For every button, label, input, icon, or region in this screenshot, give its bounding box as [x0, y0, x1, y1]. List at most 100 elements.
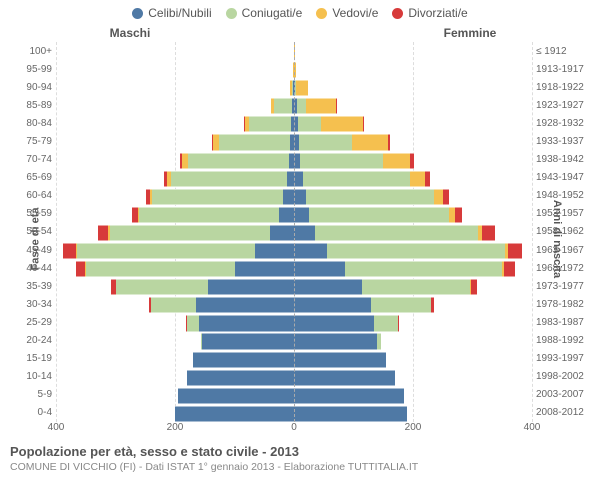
- bar-female: [294, 388, 532, 402]
- bar-male: [56, 116, 294, 130]
- seg: [455, 207, 462, 223]
- year-label: 1998-2002: [536, 371, 590, 382]
- x-axis: 4002000200400: [56, 422, 532, 436]
- seg: [86, 261, 235, 277]
- bar-female: [294, 189, 532, 203]
- bar-female: [294, 225, 532, 239]
- seg: [345, 261, 503, 277]
- seg: [294, 225, 315, 241]
- x-tick: 400: [524, 422, 541, 433]
- age-label: 100+: [12, 46, 52, 57]
- age-label: 80-84: [12, 118, 52, 129]
- legend: Celibi/Nubili Coniugati/e Vedovi/e Divor…: [0, 0, 600, 20]
- age-label: 90-94: [12, 82, 52, 93]
- gender-headers: Maschi Femmine: [0, 26, 600, 40]
- seg: [315, 225, 479, 241]
- year-label: 2003-2007: [536, 389, 590, 400]
- bar-female: [294, 333, 532, 347]
- year-label: 1913-1917: [536, 64, 590, 75]
- legend-item-coniugati: Coniugati/e: [226, 6, 303, 20]
- seg: [296, 80, 308, 96]
- bar-male: [56, 279, 294, 293]
- seg: [327, 243, 506, 259]
- seg: [270, 225, 294, 241]
- chart-footer: Popolazione per età, sesso e stato civil…: [10, 444, 590, 473]
- seg: [377, 333, 381, 349]
- year-label: 1958-1962: [536, 226, 590, 237]
- bar-female: [294, 62, 532, 76]
- seg: [219, 134, 290, 150]
- seg: [383, 153, 410, 169]
- seg: [151, 297, 196, 313]
- seg: [363, 116, 364, 132]
- seg: [294, 388, 404, 404]
- legend-item-divorziati: Divorziati/e: [392, 6, 467, 20]
- year-label: 1968-1972: [536, 263, 590, 274]
- age-label: 95-99: [12, 64, 52, 75]
- header-female: Femmine: [300, 26, 600, 40]
- pyramid-chart: Fasce di età Anni di nascita 100+≤ 19129…: [8, 42, 592, 436]
- seg: [235, 261, 295, 277]
- bar-female: [294, 406, 532, 420]
- seg: [255, 243, 294, 259]
- year-label: 2008-2012: [536, 407, 590, 418]
- seg: [63, 243, 76, 259]
- bar-male: [56, 370, 294, 384]
- seg: [171, 171, 287, 187]
- seg: [294, 261, 345, 277]
- seg: [306, 189, 434, 205]
- seg: [152, 189, 283, 205]
- seg: [482, 225, 495, 241]
- seg: [371, 297, 431, 313]
- seg: [425, 171, 430, 187]
- seg: [303, 171, 410, 187]
- bar-female: [294, 207, 532, 221]
- seg: [294, 370, 395, 386]
- seg: [76, 261, 86, 277]
- age-label: 5-9: [12, 389, 52, 400]
- age-label: 25-29: [12, 317, 52, 328]
- age-label: 85-89: [12, 100, 52, 111]
- bar-female: [294, 134, 532, 148]
- age-label: 15-19: [12, 353, 52, 364]
- gridline: [532, 42, 533, 422]
- swatch-vedovi: [316, 8, 327, 19]
- seg: [300, 153, 383, 169]
- year-label: 1983-1987: [536, 317, 590, 328]
- seg: [274, 98, 292, 114]
- legend-label: Coniugati/e: [242, 6, 303, 20]
- seg: [283, 189, 294, 205]
- seg: [294, 207, 309, 223]
- x-tick: 200: [405, 422, 422, 433]
- seg: [294, 406, 407, 422]
- bar-female: [294, 279, 532, 293]
- seg: [193, 352, 294, 368]
- age-label: 50-54: [12, 226, 52, 237]
- seg: [187, 370, 294, 386]
- swatch-coniugati: [226, 8, 237, 19]
- age-label: 75-79: [12, 136, 52, 147]
- bar-female: [294, 98, 532, 112]
- seg: [336, 98, 337, 114]
- chart-rows: 100+≤ 191295-991913-191790-941918-192285…: [56, 42, 532, 422]
- bar-male: [56, 333, 294, 347]
- seg: [508, 243, 523, 259]
- seg: [410, 153, 414, 169]
- year-label: 1978-1982: [536, 299, 590, 310]
- x-tick: 400: [48, 422, 65, 433]
- bar-male: [56, 243, 294, 257]
- age-label: 0-4: [12, 407, 52, 418]
- year-label: 1948-1952: [536, 190, 590, 201]
- bar-male: [56, 388, 294, 402]
- chart-subtitle: COMUNE DI VICCHIO (FI) - Dati ISTAT 1° g…: [10, 461, 590, 473]
- bar-male: [56, 98, 294, 112]
- bar-female: [294, 116, 532, 130]
- centerline: [294, 42, 295, 422]
- x-tick: 0: [291, 422, 297, 433]
- seg: [321, 116, 363, 132]
- seg: [504, 261, 515, 277]
- bar-male: [56, 207, 294, 221]
- seg: [279, 207, 294, 223]
- bar-male: [56, 44, 294, 58]
- seg: [208, 279, 294, 295]
